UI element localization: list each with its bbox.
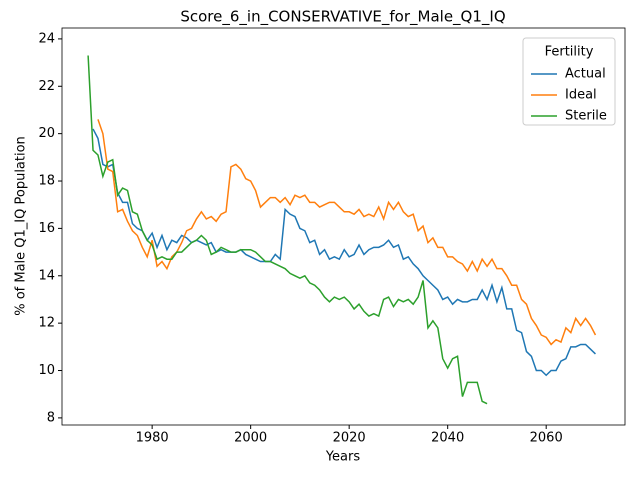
legend-label: Sterile xyxy=(565,109,607,124)
x-axis-label: Years xyxy=(325,450,361,465)
x-tick-label: 2040 xyxy=(431,431,464,446)
y-tick-label: 24 xyxy=(38,31,55,46)
x-tick-label: 1980 xyxy=(136,431,169,446)
y-tick-label: 22 xyxy=(38,79,55,94)
data-line xyxy=(87,55,488,405)
chart-title: Score_6_in_CONSERVATIVE_for_Male_Q1_IQ xyxy=(180,8,505,27)
legend-title: Fertility xyxy=(545,45,594,60)
y-tick-label: 18 xyxy=(38,174,55,189)
y-tick-label: 16 xyxy=(38,221,55,236)
legend-label: Actual xyxy=(565,67,606,82)
y-tick-label: 14 xyxy=(38,268,55,283)
x-tick-label: 2020 xyxy=(333,431,366,446)
x-tick-label: 2060 xyxy=(530,431,563,446)
y-tick-label: 8 xyxy=(47,410,55,425)
legend: Fertility Actual Ideal Sterile xyxy=(522,37,616,126)
data-line xyxy=(92,128,596,377)
legend-box xyxy=(522,37,616,126)
y-tick-label: 12 xyxy=(38,316,55,331)
x-tick-label: 2000 xyxy=(234,431,267,446)
y-axis-label: % of Male Q1_IQ Population xyxy=(14,136,29,316)
data-line xyxy=(97,119,597,346)
y-tick-label: 10 xyxy=(38,363,55,378)
plot-frame xyxy=(61,27,626,426)
y-tick-label: 20 xyxy=(38,126,55,141)
legend-label: Ideal xyxy=(565,88,597,103)
